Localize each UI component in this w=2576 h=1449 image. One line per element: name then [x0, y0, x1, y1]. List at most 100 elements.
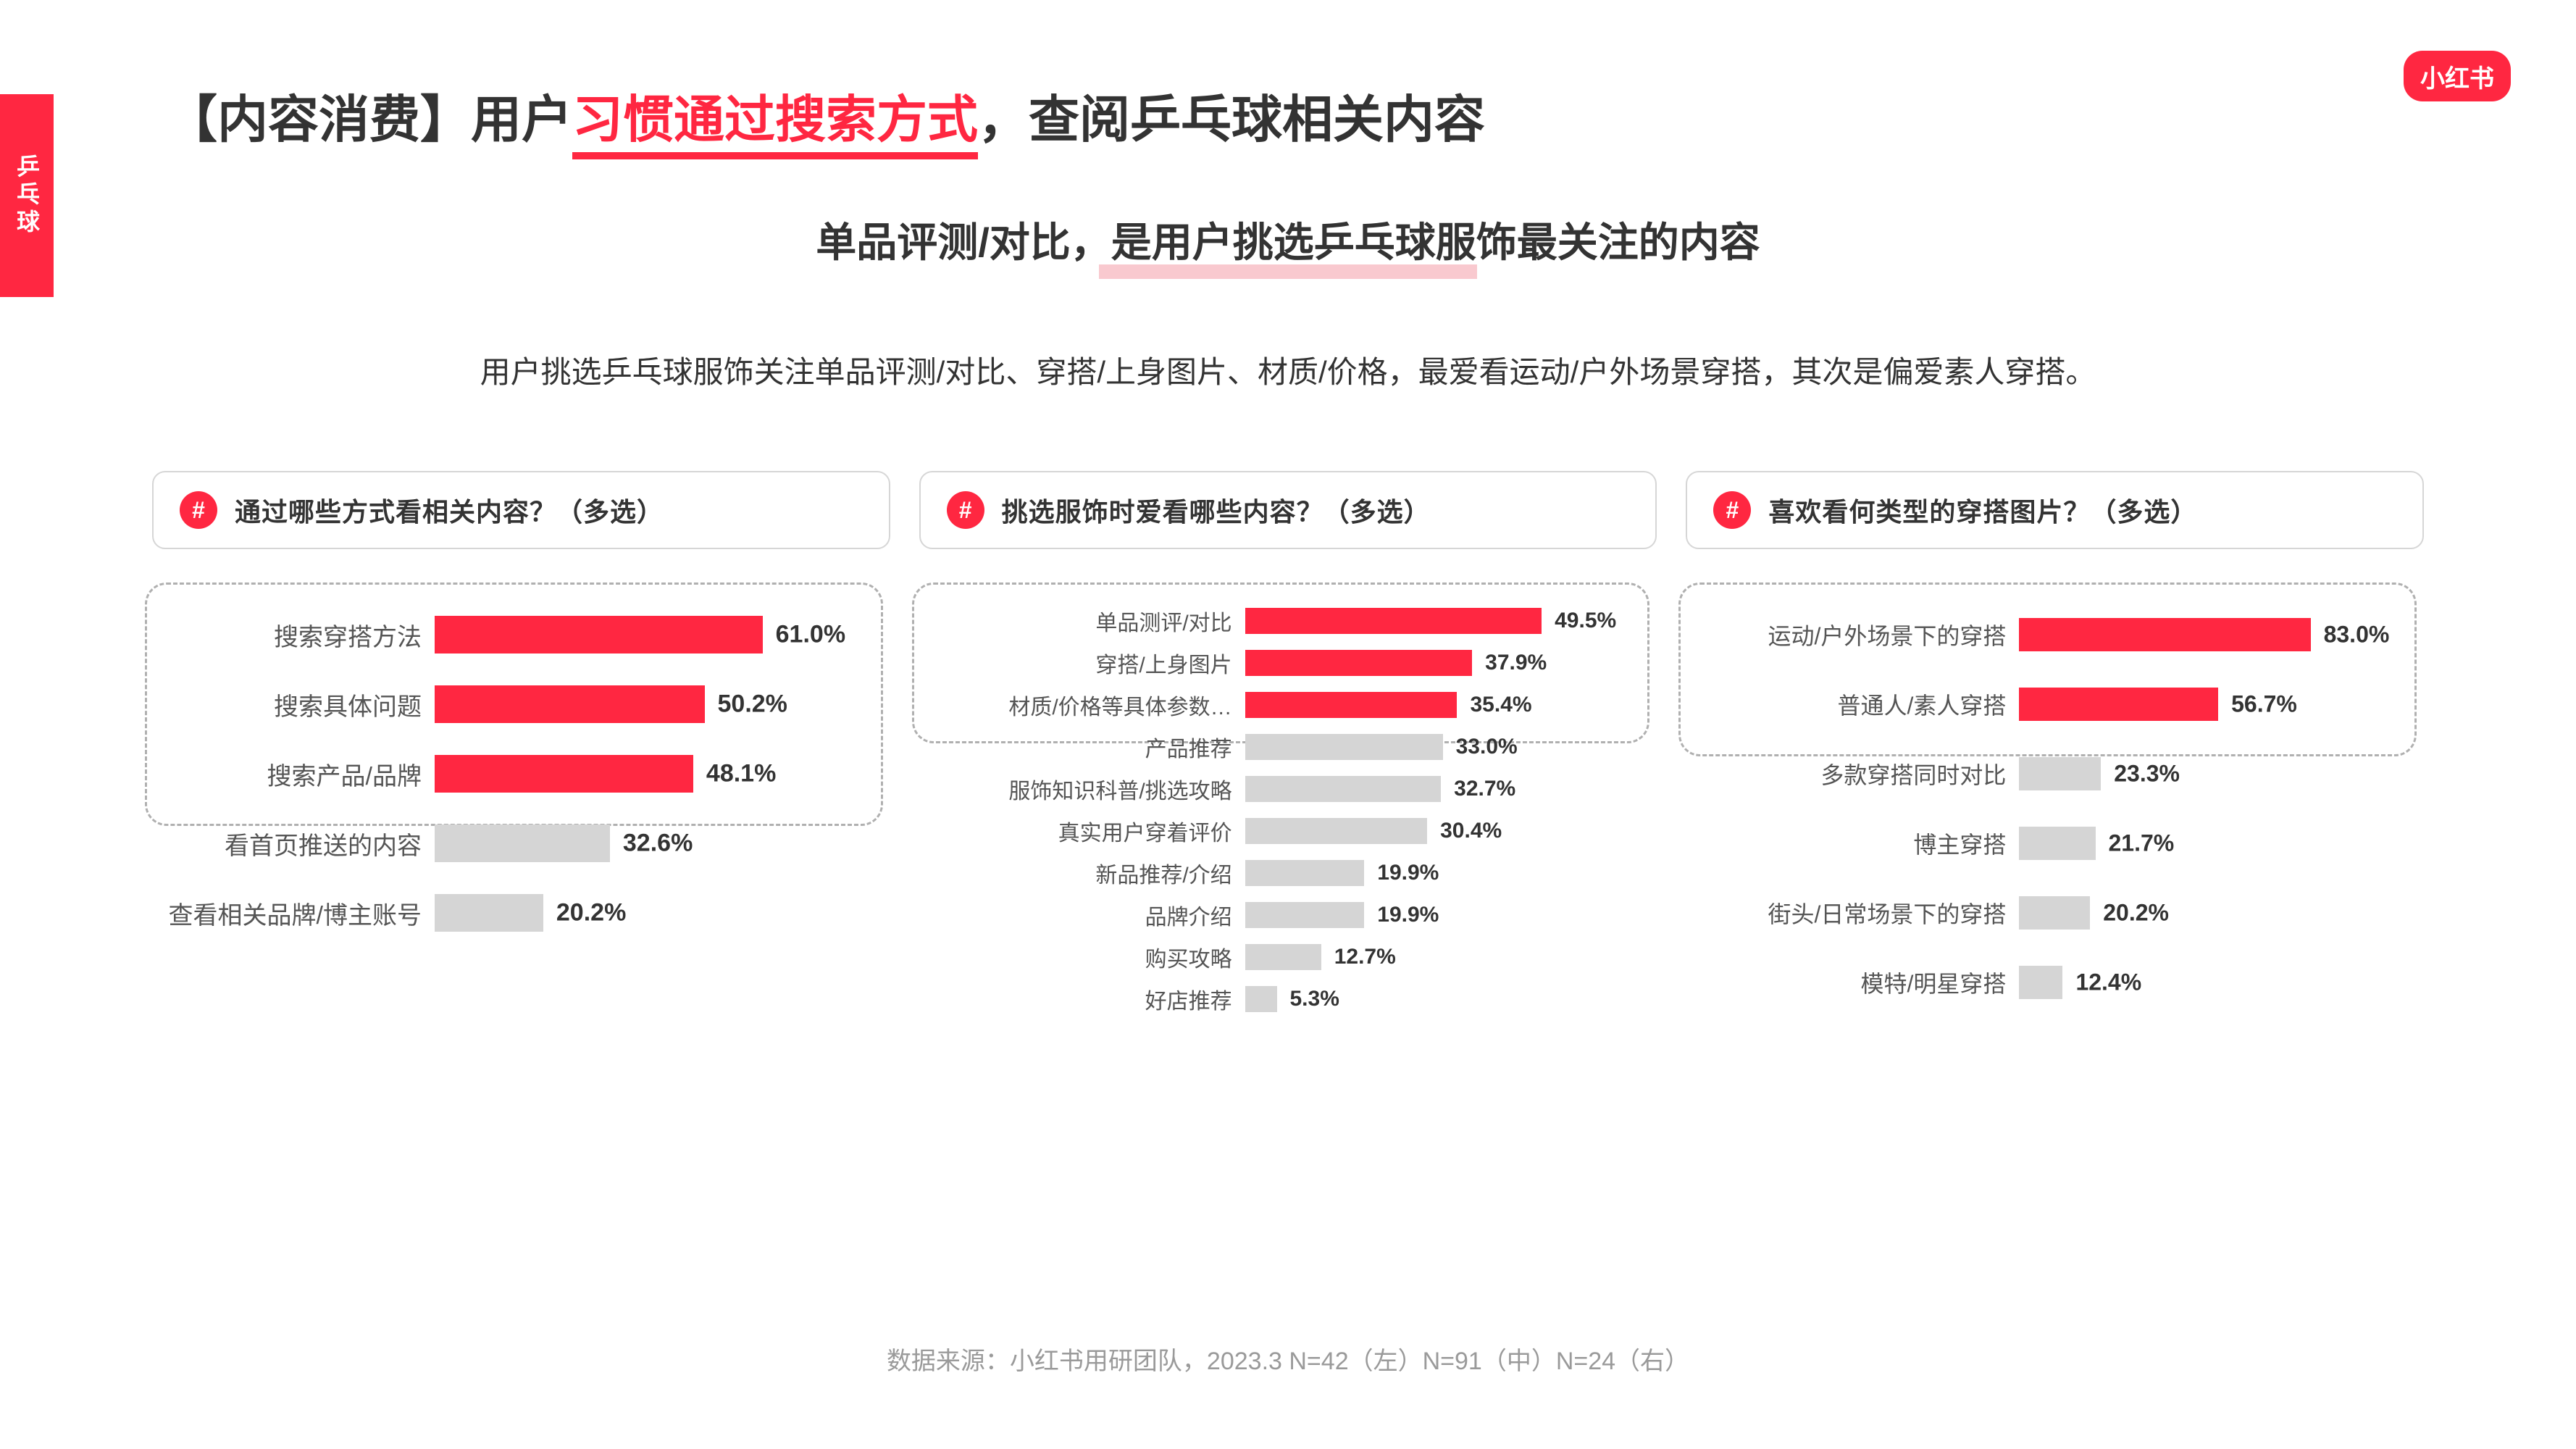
bar-fill	[435, 894, 543, 932]
bar-row: 博主穿搭21.7%	[1686, 809, 2424, 878]
bar-label: 搜索产品/品牌	[152, 756, 435, 792]
bar-track: 21.7%	[2019, 827, 2424, 860]
bar-value: 12.4%	[2075, 969, 2141, 996]
bar-value: 37.9%	[1485, 651, 1547, 675]
bar-label: 看首页推送的内容	[152, 826, 435, 861]
bar-label: 服饰知识科普/挑选攻略	[919, 773, 1245, 805]
bar-value: 49.5%	[1555, 609, 1616, 633]
bar-row: 运动/户外场景下的穿搭 83.0%	[1686, 600, 2424, 669]
bar-label: 真实用户穿着评价	[919, 815, 1245, 847]
bar-label: 博主穿搭	[1686, 827, 2019, 860]
bar-label: 材质/价格等具体参数…	[919, 689, 1245, 721]
bar-label: 搜索穿搭方法	[152, 617, 435, 653]
bar-row: 搜索具体问题 50.2%	[152, 669, 890, 739]
bar-row: 查看相关品牌/博主账号20.2%	[152, 878, 890, 948]
panel-title: 喜欢看何类型的穿搭图片？（多选）	[1768, 491, 2197, 529]
description: 用户挑选乒乓球服饰关注单品评测/对比、穿搭/上身图片、材质/价格，最爱看运动/户…	[0, 348, 2576, 392]
bar-fill	[2019, 827, 2095, 860]
bar-label: 购买攻略	[919, 941, 1245, 973]
subtitle-block: 单品评测/对比，是用户挑选乒乓球服饰最关注的内容	[0, 210, 2576, 269]
bar-track: 83.0%	[2019, 618, 2424, 651]
bar-row: 搜索产品/品牌48.1%	[152, 739, 890, 809]
bar-fill	[435, 824, 610, 862]
bar-value: 12.7%	[1334, 945, 1396, 969]
main-title: 【内容消费】用户习惯通过搜索方式，查阅乒乓球相关内容	[167, 87, 2388, 153]
bar-value: 19.9%	[1377, 903, 1439, 927]
bar-fill	[1245, 818, 1427, 844]
bar-value: 83.0%	[2324, 622, 2390, 648]
bar-label: 产品推荐	[919, 731, 1245, 763]
bar-track: 30.4%	[1245, 818, 1657, 844]
bar-fill	[2019, 618, 2310, 651]
bar-row: 好店推荐 5.3%	[919, 978, 1657, 1020]
bar-value: 20.2%	[2103, 900, 2169, 927]
bar-track: 35.4%	[1245, 692, 1657, 718]
panel-header: #通过哪些方式看相关内容？（多选）	[152, 471, 890, 549]
bar-row: 服饰知识科普/挑选攻略 32.7%	[919, 768, 1657, 810]
bar-value: 33.0%	[1456, 735, 1518, 759]
bar-value: 30.4%	[1440, 819, 1502, 843]
bar-label: 单品测评/对比	[919, 605, 1245, 637]
bar-label: 街头/日常场景下的穿搭	[1686, 896, 2019, 930]
bar-fill	[1245, 692, 1458, 718]
bar-track: 48.1%	[435, 755, 890, 793]
bar-fill	[2019, 966, 2062, 999]
bar-label: 好店推荐	[919, 983, 1245, 1015]
bar-row: 搜索穿搭方法 61.0%	[152, 600, 890, 669]
bar-fill	[1245, 986, 1277, 1012]
bar-row: 多款穿搭同时对比23.3%	[1686, 739, 2424, 809]
title-suffix: ，查阅乒乓球相关内容	[978, 91, 1485, 148]
panel-header: # 挑选服饰时爱看哪些内容？（多选）	[919, 471, 1657, 549]
title-highlight: 习惯通过搜索方式	[572, 91, 978, 159]
subtitle: 单品评测/对比，是用户挑选乒乓球服饰最关注的内容	[816, 210, 1760, 269]
bar-row: 单品测评/对比 49.5%	[919, 600, 1657, 642]
bar-value: 32.7%	[1454, 777, 1515, 801]
logo-text: 小红书	[2420, 59, 2494, 94]
hash-icon: #	[947, 491, 984, 529]
bar-row: 品牌介绍 19.9%	[919, 894, 1657, 936]
bar-value: 35.4%	[1470, 693, 1531, 717]
bar-track: 50.2%	[435, 685, 890, 723]
footer-source: 数据来源：小红书用研团队，2023.3 N=42（左）N=91（中）N=24（右…	[0, 1341, 2576, 1377]
bar-label: 搜索具体问题	[152, 687, 435, 722]
bar-row: 穿搭/上身图片37.9%	[919, 642, 1657, 684]
bar-track: 23.3%	[2019, 757, 2424, 790]
bar-track: 33.0%	[1245, 734, 1657, 760]
bar-value: 5.3%	[1290, 987, 1339, 1011]
bar-track: 61.0%	[435, 616, 890, 653]
chart-panel: # 喜欢看何类型的穿搭图片？（多选） 运动/户外场景下的穿搭 83.0% 普通人/素人穿…	[1686, 471, 2424, 1017]
bar-fill	[1245, 650, 1472, 676]
bar-fill	[435, 616, 763, 653]
bar-fill	[435, 685, 705, 723]
hash-icon: #	[1713, 491, 1751, 529]
title-block: 【内容消费】用户习惯通过搜索方式，查阅乒乓球相关内容	[167, 87, 2388, 153]
bar-fill	[1245, 734, 1443, 760]
bar-track: 32.6%	[435, 824, 890, 862]
bar-row: 产品推荐 33.0%	[919, 726, 1657, 768]
bar-value: 32.6%	[623, 830, 693, 858]
bar-label: 普通人/素人穿搭	[1686, 688, 2019, 721]
bar-value: 20.2%	[556, 899, 626, 927]
bar-label: 运动/户外场景下的穿搭	[1686, 618, 2019, 651]
subtitle-underline	[1099, 264, 1476, 279]
panels-row: #通过哪些方式看相关内容？（多选）搜索穿搭方法61.0%搜索具体问题50.2%搜…	[152, 471, 2424, 1020]
bar-fill	[2019, 896, 2090, 930]
panel-title: 通过哪些方式看相关内容？（多选）	[235, 491, 664, 529]
bar-value: 61.0%	[776, 621, 845, 649]
bar-label: 品牌介绍	[919, 899, 1245, 931]
panel-title: 挑选服饰时爱看哪些内容？（多选）	[1002, 491, 1431, 529]
bar-label: 多款穿搭同时对比	[1686, 757, 2019, 790]
bars-container: 运动/户外场景下的穿搭83.0%普通人/素人穿搭56.7%多款穿搭同时对比23.…	[1686, 600, 2424, 1017]
panel-header: # 喜欢看何类型的穿搭图片？（多选）	[1686, 471, 2424, 549]
bar-fill	[1245, 608, 1542, 634]
logo-badge: 小红书	[2404, 51, 2511, 101]
bar-fill	[2019, 757, 2101, 790]
bar-track: 19.9%	[1245, 902, 1657, 928]
bar-fill	[1245, 902, 1365, 928]
bar-row: 真实用户穿着评价 30.4%	[919, 810, 1657, 852]
bar-fill	[1245, 776, 1441, 802]
bar-label: 模特/明星穿搭	[1686, 966, 2019, 999]
bar-row: 看首页推送的内容 32.6%	[152, 809, 890, 878]
bar-value: 50.2%	[718, 690, 787, 719]
bar-track: 37.9%	[1245, 650, 1657, 676]
